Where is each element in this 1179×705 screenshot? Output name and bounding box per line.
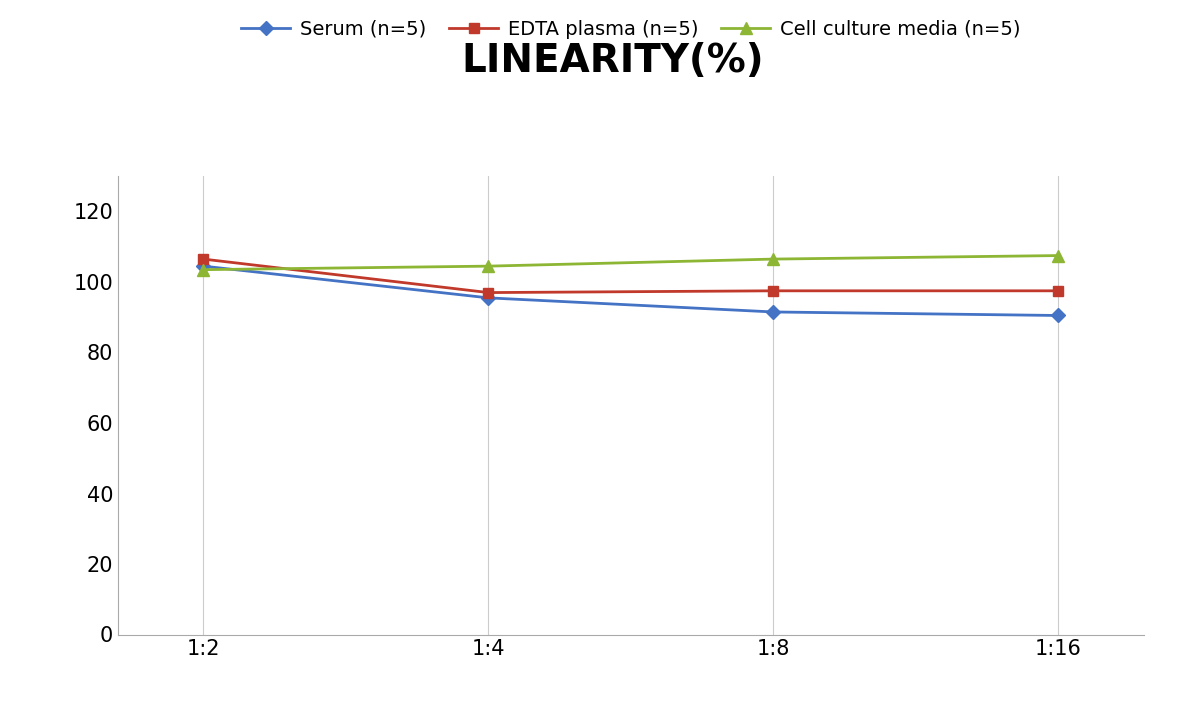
Serum (n=5) xyxy=(766,307,780,316)
Serum (n=5) xyxy=(1052,311,1066,319)
Line: Cell culture media (n=5): Cell culture media (n=5) xyxy=(198,250,1063,275)
Cell culture media (n=5) xyxy=(481,262,495,270)
EDTA plasma (n=5) xyxy=(766,286,780,295)
Cell culture media (n=5) xyxy=(196,265,210,274)
EDTA plasma (n=5) xyxy=(481,288,495,297)
Line: Serum (n=5): Serum (n=5) xyxy=(198,262,1063,320)
EDTA plasma (n=5) xyxy=(196,255,210,263)
Cell culture media (n=5) xyxy=(766,255,780,263)
Cell culture media (n=5) xyxy=(1052,251,1066,259)
Legend: Serum (n=5), EDTA plasma (n=5), Cell culture media (n=5): Serum (n=5), EDTA plasma (n=5), Cell cul… xyxy=(233,12,1028,47)
Serum (n=5) xyxy=(481,293,495,302)
Serum (n=5) xyxy=(196,262,210,270)
Line: EDTA plasma (n=5): EDTA plasma (n=5) xyxy=(198,255,1063,298)
EDTA plasma (n=5) xyxy=(1052,286,1066,295)
Text: LINEARITY(%): LINEARITY(%) xyxy=(462,42,764,80)
